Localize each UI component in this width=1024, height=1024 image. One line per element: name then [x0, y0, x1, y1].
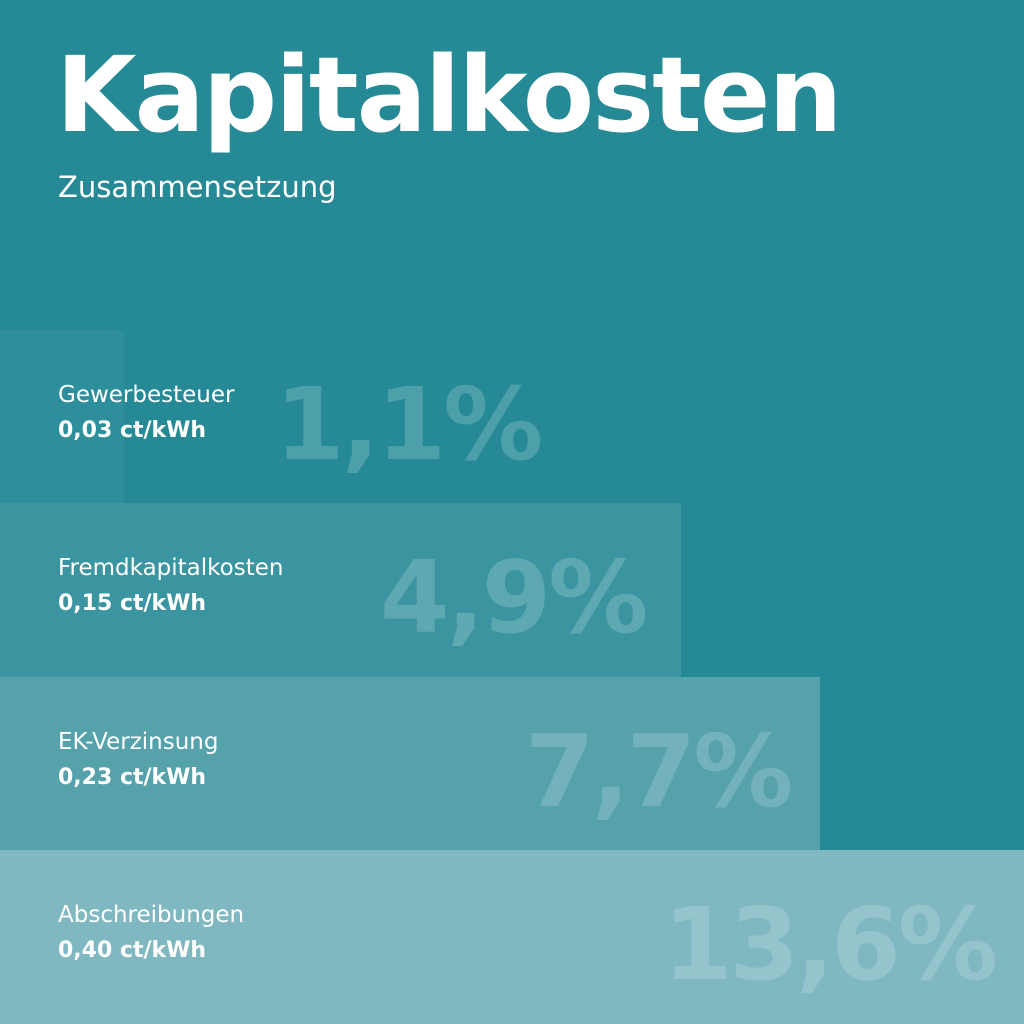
band	[0, 503, 681, 677]
value: 0,03 ct/kWh	[58, 418, 207, 443]
share: 13,6%	[663, 886, 998, 1003]
title: Kapitalkosten	[56, 34, 842, 156]
value: 0,40 ct/kWh	[58, 938, 207, 963]
label: Gewerbesteuer	[58, 382, 235, 408]
band	[0, 330, 124, 504]
label: EK-Verzinsung	[58, 729, 219, 755]
label: Fremdkapitalkosten	[58, 555, 284, 581]
share: 7,7%	[525, 713, 793, 830]
band	[0, 850, 1024, 1024]
share: 4,9%	[380, 539, 648, 656]
subtitle: Zusammensetzung	[58, 170, 337, 204]
label: Abschreibungen	[58, 902, 245, 928]
band	[0, 677, 820, 851]
value: 0,23 ct/kWh	[58, 765, 207, 790]
share: 1,1%	[275, 366, 543, 483]
value: 0,15 ct/kWh	[58, 591, 207, 616]
